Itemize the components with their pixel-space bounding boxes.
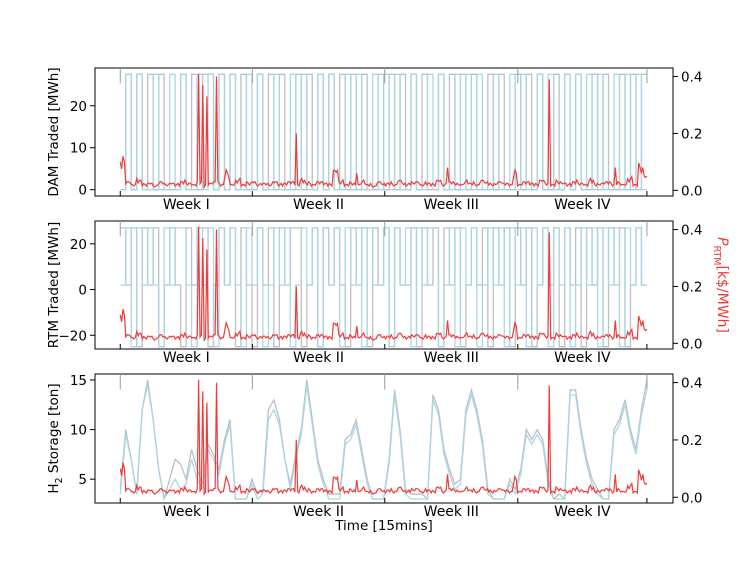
x-axis-label: Time [15mins] [334,518,433,534]
dam-quantity-series-2 [120,73,647,191]
dam-left-tick-label-3: 20 [70,99,87,115]
dam-series-layer [120,73,647,191]
h2-week-labels: Week I Week II Week III Week IV [163,504,611,520]
dam-left-axis: 0 10 20 [70,99,95,199]
rtm-right-tick-label-2: 0.2 [681,279,702,295]
rtm-week-label-1: Week I [163,350,210,366]
dam-week-label-1: Week I [163,197,210,213]
dam-week-label-2: Week II [293,197,344,213]
h2-plot-frame [94,373,674,504]
dam-right-tick-label-2: 0.2 [681,126,702,142]
rtm-week-label-4: Week IV [554,350,611,366]
dam-right-tick-label-1: 0.0 [681,183,702,199]
h2-week-label-4: Week IV [554,504,611,520]
h2-y-axis-label: H2 Storage [ton] [46,383,65,493]
h2-week-label-1: Week I [163,504,210,520]
dam-week-label-4: Week IV [554,197,611,213]
rtm-left-tick-label-1: −20 [59,328,88,344]
price-label-main: P [714,237,730,246]
rtm-right-axis: 0.0 0.2 0.4 [673,223,702,352]
h2-left-tick-label-1: 5 [78,472,87,488]
dam-right-tick-label-3: 0.4 [681,70,702,86]
h2-price-layer [119,379,648,496]
rtm-week-label-3: Week III [424,350,479,366]
rtm-week-dividers [119,221,648,349]
rtm-price-layer [119,226,648,342]
dam-week-label-3: Week III [424,197,479,213]
price-axis-label: PRTM[k$/MWh] [711,237,730,333]
h2-week-dividers [119,374,648,503]
rtm-y-axis-label: RTM Traded [MWh] [46,222,62,349]
h2-ylabel-sub: 2 [54,477,65,483]
dam-week-dividers [119,68,648,196]
h2-week-label-2: Week II [293,504,344,520]
h2-left-tick-label-3: 15 [70,373,87,389]
rtm-price-series [119,226,648,342]
rtm-right-tick-label-1: 0.0 [681,336,702,352]
dam-price-layer [119,73,648,189]
dam-left-tick-label-1: 0 [78,183,87,199]
rtm-series-layer [120,227,647,348]
h2-left-axis: 5 10 15 [70,373,95,488]
dam-price-series [119,73,648,189]
h2-right-axis: 0.0 0.2 0.4 [673,376,702,506]
dam-right-axis: 0.0 0.2 0.4 [673,70,702,199]
dam-left-tick-label-2: 10 [70,141,87,157]
h2-right-tick-label-2: 0.2 [681,433,702,449]
price-label-rest: [k$/MWh] [714,265,730,332]
dam-y-axis-label: DAM Traded [MWh] [46,67,62,196]
h2-ylabel-rest: Storage [ton] [46,383,62,477]
h2-price-series [119,379,648,496]
h2-right-tick-label-1: 0.0 [681,490,702,506]
dam-week-labels: Week I Week II Week III Week IV [163,197,611,213]
h2-right-tick-label-3: 0.4 [681,376,702,392]
dam-plot-frame [94,67,674,197]
rtm-left-tick-label-3: 20 [70,237,87,253]
price-label-sub: RTM [711,246,722,266]
h2-ylabel-main: H [46,483,62,493]
rtm-week-label-2: Week II [293,350,344,366]
rtm-quantity-series-2 [120,227,647,348]
rtm-left-axis: −20 0 20 [59,237,95,344]
h2-week-label-3: Week III [424,504,479,520]
rtm-week-labels: Week I Week II Week III Week IV [163,350,611,366]
rtm-left-tick-label-2: 0 [78,283,87,299]
rtm-right-tick-label-3: 0.4 [681,223,702,239]
h2-left-tick-label-2: 10 [70,423,87,439]
rtm-plot-frame [94,220,674,350]
